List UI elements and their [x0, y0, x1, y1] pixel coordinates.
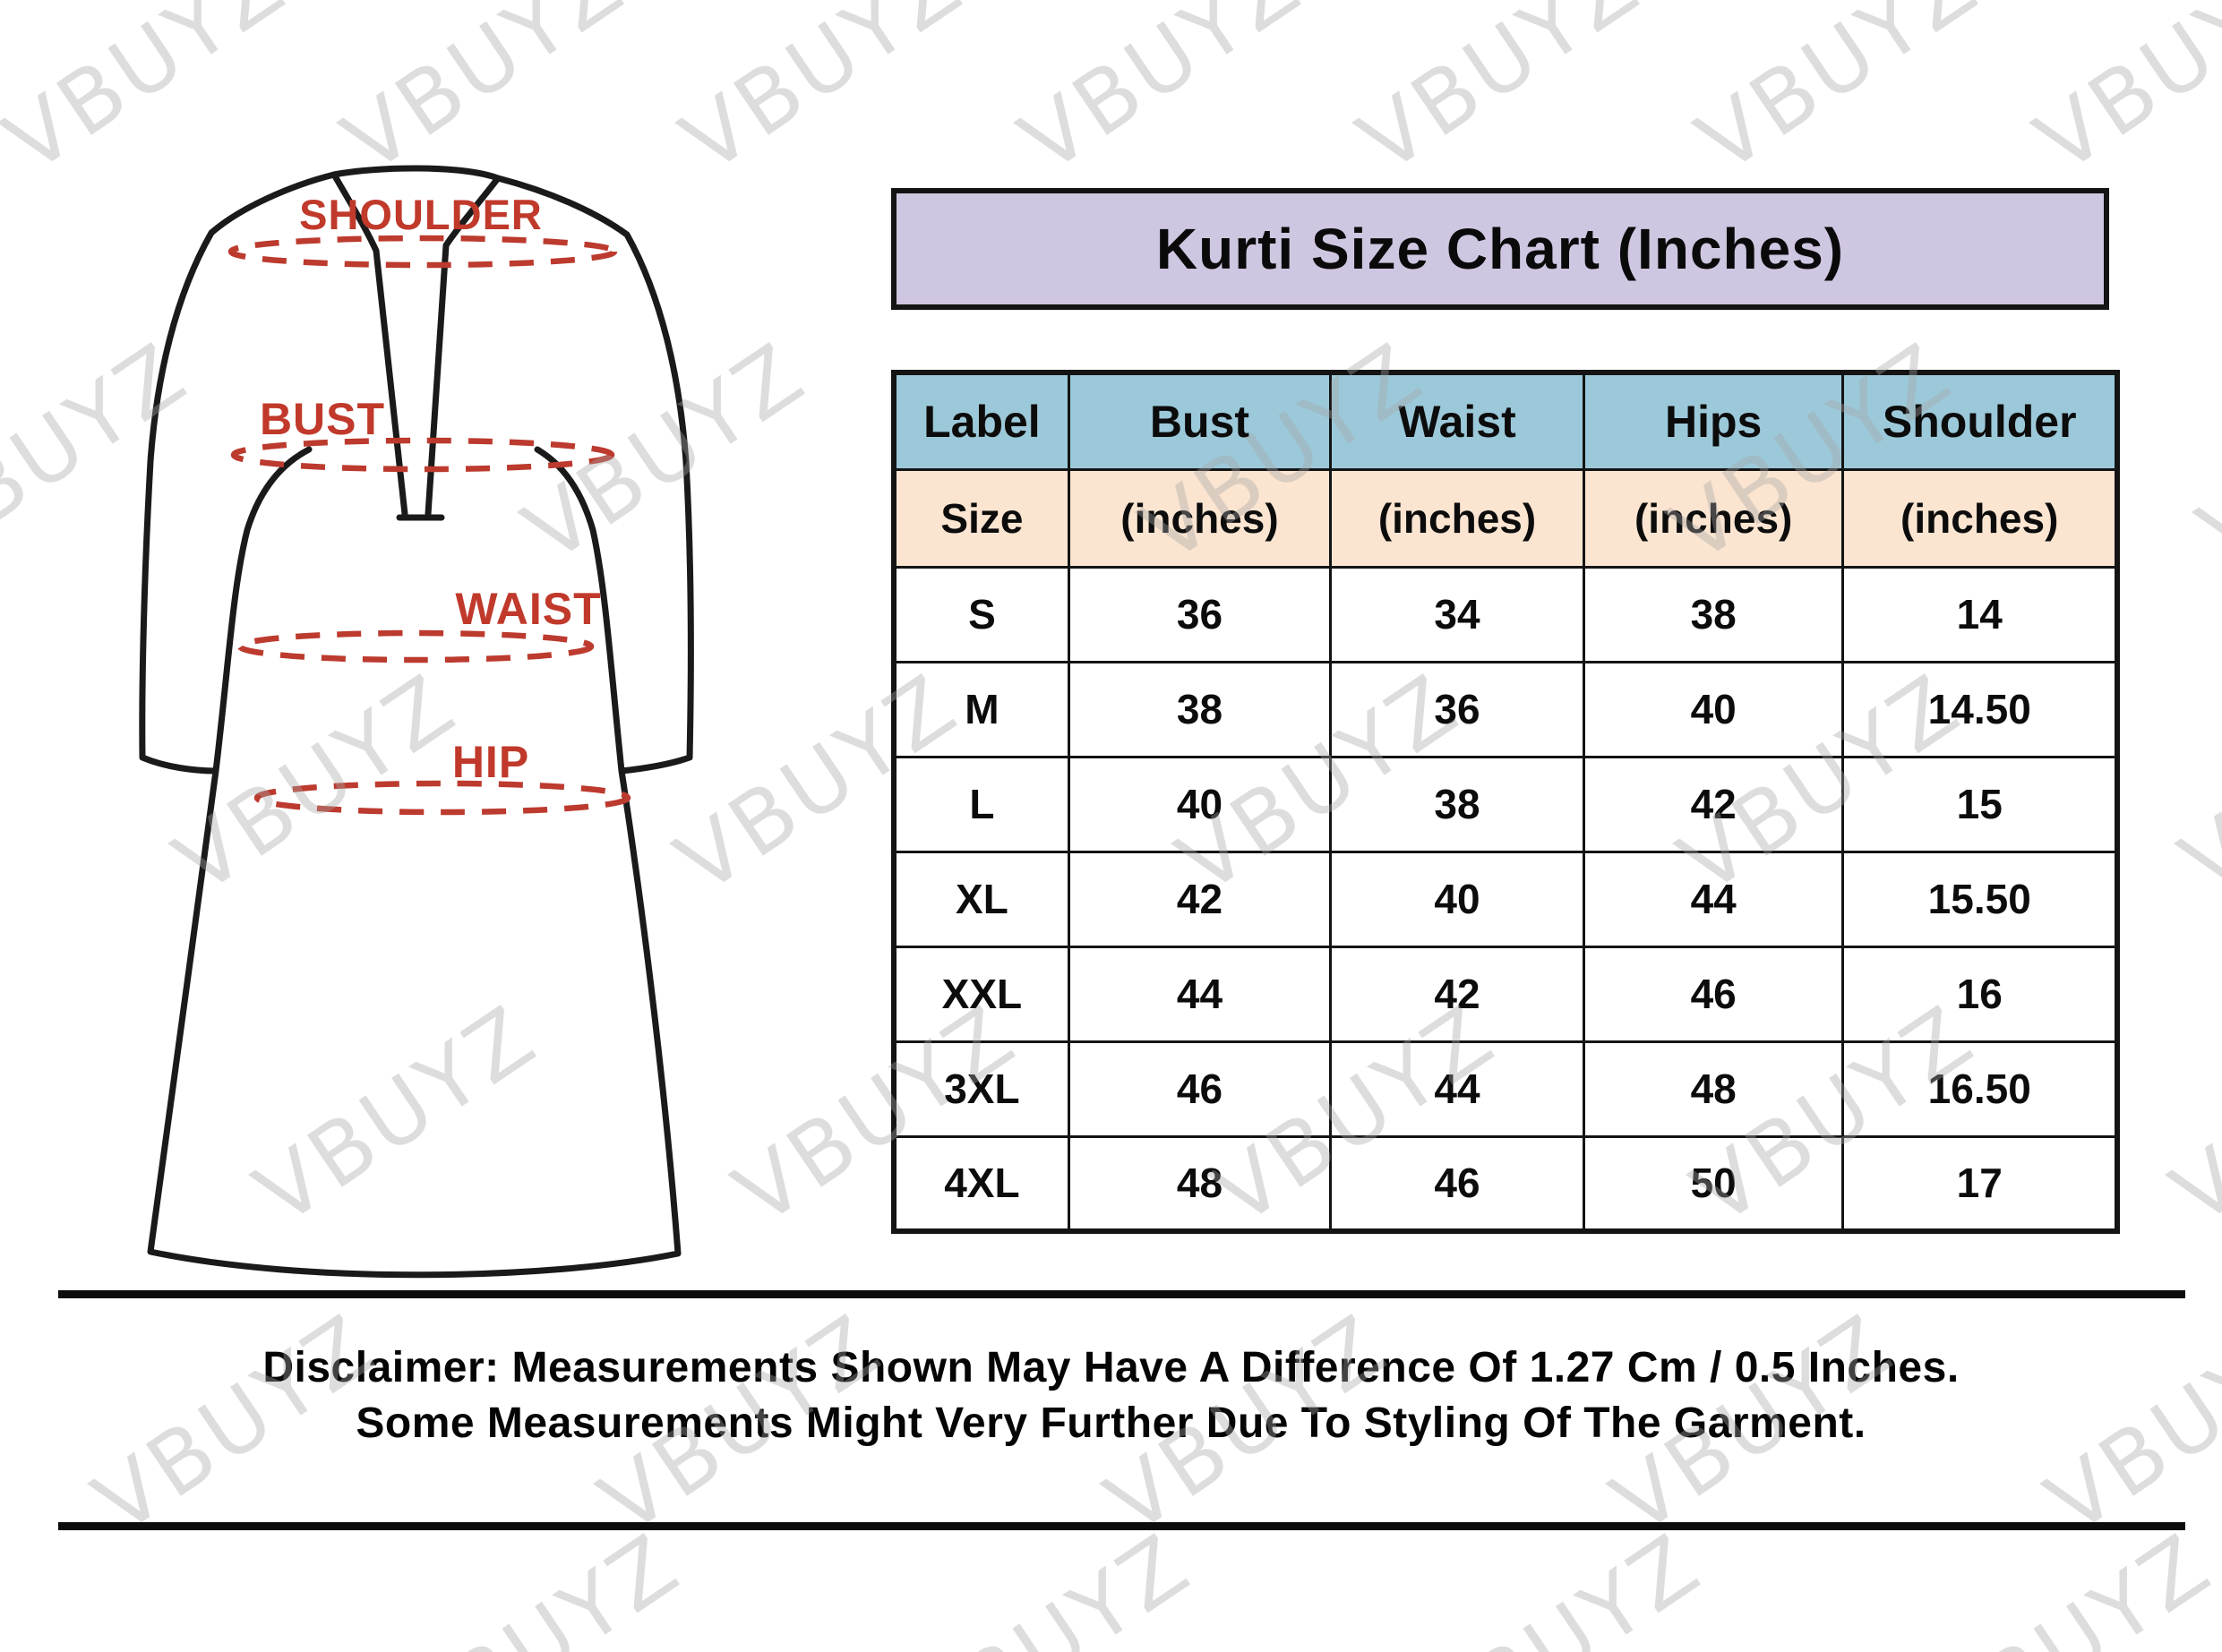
size-cell: XL [892, 850, 1070, 948]
col-header-shoulder: Shoulder [1841, 371, 2119, 471]
size-cell: S [892, 565, 1070, 663]
vbuyz-watermark: VBUYZ [1679, 0, 1997, 193]
vbuyz-watermark: VBUYZ [2018, 0, 2222, 193]
vbuyz-watermark: VBUYZ [1002, 0, 1320, 193]
bust-cell: 40 [1067, 755, 1333, 853]
shoulder-cell: 14.50 [1841, 660, 2119, 758]
shoulder-cell: 17 [1841, 1134, 2119, 1233]
disclaimer-line-2: Some Measurements Might Very Further Due… [356, 1399, 1866, 1447]
hips-cell: 46 [1582, 945, 1845, 1043]
chart-title: Kurti Size Chart (Inches) [1155, 217, 1845, 281]
size-cell: 4XL [892, 1134, 1070, 1233]
table-header-row: Label Bust Waist Hips Shoulder [892, 371, 2119, 471]
table-row: XL 42 40 44 15.50 [892, 850, 2119, 948]
size-cell: 3XL [892, 1040, 1070, 1138]
shoulder-cell: 15.50 [1841, 850, 2119, 948]
shoulder-cell: 15 [1841, 755, 2119, 853]
table-row: M 38 36 40 14.50 [892, 660, 2119, 758]
bust-cell: 44 [1067, 945, 1333, 1043]
hips-cell: 44 [1582, 850, 1845, 948]
vbuyz-watermark: VBUYZ [2181, 322, 2222, 582]
hip-measure-line [253, 780, 631, 816]
size-cell: M [892, 660, 1070, 758]
table-row: 3XL 46 44 48 16.50 [892, 1040, 2119, 1138]
shoulder-cell: 16 [1841, 945, 2119, 1043]
vbuyz-watermark: VBUYZ [891, 1513, 1209, 1652]
waist-cell: 38 [1329, 755, 1585, 853]
waist-measure-line [236, 629, 595, 663]
subheader-inches: (inches) [1841, 467, 2119, 569]
neck-slit [330, 171, 502, 521]
right-sleeve-seam [534, 446, 625, 775]
table-subheader-row: Size (inches) (inches) (inches) (inches) [892, 467, 2119, 569]
bust-cell: 42 [1067, 850, 1333, 948]
size-table: Label Bust Waist Hips Shoulder Size (inc… [891, 370, 2120, 1234]
disclaimer-text: Disclaimer: Measurements Shown May Have … [0, 1340, 2222, 1451]
subheader-inches: (inches) [1582, 467, 1845, 569]
bust-cell: 38 [1067, 660, 1333, 758]
hips-cell: 42 [1582, 755, 1845, 853]
col-header-hips: Hips [1582, 371, 1845, 471]
shoulder-cell: 16.50 [1841, 1040, 2119, 1138]
waist-cell: 44 [1329, 1040, 1585, 1138]
col-header-bust: Bust [1067, 371, 1333, 471]
hip-label: HIP [452, 737, 529, 787]
left-sleeve-seam [212, 446, 313, 775]
table-row: L 40 38 42 15 [892, 755, 2119, 853]
divider-line-top [58, 1290, 2185, 1298]
bust-cell: 46 [1067, 1040, 1333, 1138]
bust-measure-line [230, 437, 615, 473]
kurti-diagram: SHOULDER BUST WAIST HIP [139, 165, 694, 1279]
vbuyz-watermark: VBUYZ [381, 1513, 699, 1652]
table-row: 4XL 48 46 50 17 [892, 1134, 2119, 1233]
waist-label: WAIST [455, 584, 601, 634]
waist-cell: 42 [1329, 945, 1585, 1043]
table-row: XXL 44 42 46 16 [892, 945, 2119, 1043]
disclaimer-line-1: Disclaimer: Measurements Shown May Have … [262, 1344, 1960, 1391]
bust-cell: 36 [1067, 565, 1333, 663]
chart-title-box: Kurti Size Chart (Inches) [891, 188, 2109, 310]
size-cell: XXL [892, 945, 1070, 1043]
waist-cell: 36 [1329, 660, 1585, 758]
col-header-waist: Waist [1329, 371, 1585, 471]
vbuyz-watermark: VBUYZ [2154, 985, 2222, 1245]
bust-label: BUST [260, 394, 385, 444]
size-cell: L [892, 755, 1070, 853]
subheader-inches: (inches) [1067, 467, 1333, 569]
hips-cell: 40 [1582, 660, 1845, 758]
shoulder-label: SHOULDER [299, 191, 543, 238]
subheader-size: Size [892, 467, 1070, 569]
subheader-inches: (inches) [1329, 467, 1585, 569]
hips-cell: 48 [1582, 1040, 1845, 1138]
shoulder-cell: 14 [1841, 565, 2119, 663]
waist-cell: 46 [1329, 1134, 1585, 1233]
vbuyz-watermark: VBUYZ [2163, 654, 2222, 913]
table-row: S 36 34 38 14 [892, 565, 2119, 663]
hips-cell: 50 [1582, 1134, 1845, 1233]
hips-cell: 38 [1582, 565, 1845, 663]
vbuyz-watermark: VBUYZ [1402, 1513, 1720, 1652]
waist-cell: 40 [1329, 850, 1585, 948]
vbuyz-watermark: VBUYZ [1912, 1513, 2222, 1652]
vbuyz-watermark: VBUYZ [1341, 0, 1659, 193]
divider-line-bottom [58, 1522, 2185, 1530]
waist-cell: 34 [1329, 565, 1585, 663]
col-header-label: Label [892, 371, 1070, 471]
shoulder-measure-line [227, 235, 618, 269]
bust-cell: 48 [1067, 1134, 1333, 1233]
